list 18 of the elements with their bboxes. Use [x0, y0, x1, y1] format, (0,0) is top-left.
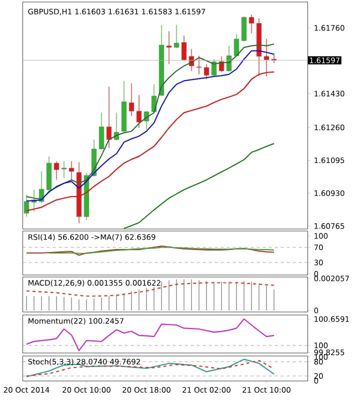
candlestick	[129, 82, 134, 116]
candlestick	[204, 64, 210, 80]
candlestick	[62, 160, 67, 178]
candlestick	[212, 58, 217, 76]
candlestick	[24, 194, 30, 217]
candlestick	[174, 24, 180, 48]
candlestick	[196, 55, 202, 75]
candlestick	[136, 94, 142, 128]
candlestick	[69, 160, 74, 180]
line-series	[124, 143, 275, 229]
candlestick	[249, 14, 254, 34]
candlestick	[166, 30, 172, 64]
candlestick	[182, 35, 187, 62]
candlestick	[242, 16, 247, 42]
candlestick	[219, 56, 224, 72]
candlestick	[106, 86, 112, 148]
candlestick	[54, 160, 60, 180]
candlestick	[99, 112, 104, 150]
